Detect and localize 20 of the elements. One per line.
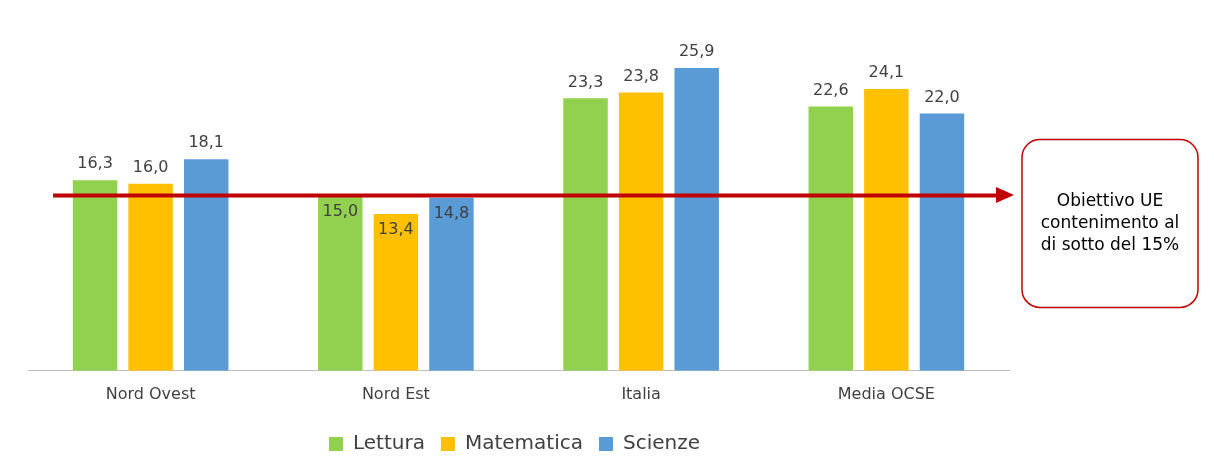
data-label: 16,3 — [77, 153, 113, 173]
ref-line-label: Obiettivo UE contenimento al di sotto del 15% — [1040, 189, 1180, 254]
data-label: 15,0 — [322, 200, 359, 220]
legend-label: Scienze — [622, 430, 701, 455]
x-tick-label: Nord Ovest — [105, 383, 196, 403]
x-tick-label: Nord Est — [361, 383, 430, 403]
data-label: 23,3 — [567, 71, 604, 91]
data-label: 22,6 — [812, 79, 849, 99]
data-label: 14,8 — [433, 202, 470, 222]
data-label: 16,0 — [132, 156, 169, 176]
data-label: 24,1 — [868, 62, 905, 82]
data-label: 22,0 — [924, 86, 960, 106]
legend-label: Lettura — [352, 430, 425, 455]
x-tick-label: Italia — [621, 383, 661, 403]
data-label: 18,1 — [188, 132, 225, 152]
legend-label: Matematica — [464, 430, 583, 455]
x-tick-label: Media OCSE — [837, 383, 935, 403]
data-label: 13,4 — [378, 219, 414, 239]
data-label: 23,8 — [623, 65, 659, 85]
data-label: 25,9 — [678, 41, 715, 61]
